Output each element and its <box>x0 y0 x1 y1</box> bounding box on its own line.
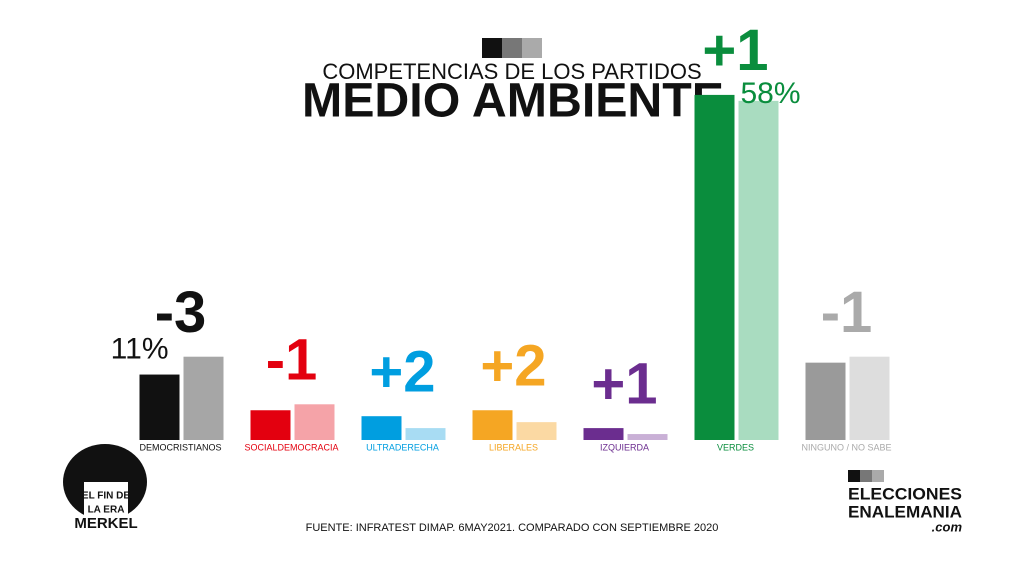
previous-bar <box>183 356 224 440</box>
x-tick-label: VERDES <box>717 442 754 452</box>
x-tick-label: DEMOCRISTIANOS <box>139 442 221 452</box>
bar <box>250 410 291 440</box>
logo-text: ENALEMANIA <box>848 502 962 521</box>
swatch <box>502 38 522 58</box>
previous-bar <box>738 100 779 440</box>
bar <box>694 94 735 441</box>
x-tick-label: LIBERALES <box>489 442 538 452</box>
chart-title: MEDIO AMBIENTE <box>302 75 724 128</box>
bar <box>472 410 513 440</box>
swatch <box>872 470 884 482</box>
x-tick-label: SOCIALDEMOCRACIA <box>244 442 338 452</box>
change-label: -1 <box>821 280 873 345</box>
bar <box>583 428 624 440</box>
change-label: -3 <box>155 280 207 345</box>
previous-bar <box>405 428 446 440</box>
swatch <box>848 470 860 482</box>
logo-text: MERKEL <box>74 515 137 532</box>
previous-bar <box>294 404 335 440</box>
x-tick-label: IZQUIERDA <box>600 442 649 452</box>
logo-text: EL FIN DE <box>82 491 130 502</box>
value-label: 58% <box>741 77 801 110</box>
logo-text: ELECCIONES <box>848 484 962 503</box>
previous-bar <box>627 434 668 440</box>
x-tick-label: ULTRADERECHA <box>366 442 439 452</box>
value-label: 11% <box>111 332 169 365</box>
change-label: +2 <box>369 340 435 405</box>
swatch <box>860 470 872 482</box>
change-label: -1 <box>266 328 318 393</box>
logo-text: LA ERA <box>88 505 125 516</box>
swatch <box>482 38 502 58</box>
change-label: +1 <box>702 18 768 83</box>
bar <box>361 416 402 440</box>
source: FUENTE: INFRATEST DIMAP. 6MAY2021. COMPA… <box>306 522 719 534</box>
change-label: +1 <box>591 351 657 416</box>
chart-subtitle: COMPETENCIAS DE LOS PARTIDOS <box>322 59 701 84</box>
bar <box>139 374 180 440</box>
logo-shape <box>84 482 128 520</box>
change-label: +2 <box>480 334 546 399</box>
previous-bar <box>516 422 557 440</box>
bar <box>805 362 846 440</box>
swatch <box>522 38 542 58</box>
logo-text: .com <box>932 519 963 534</box>
x-tick-label: NINGUNO / NO SABE <box>801 442 891 452</box>
previous-bar <box>849 356 890 440</box>
